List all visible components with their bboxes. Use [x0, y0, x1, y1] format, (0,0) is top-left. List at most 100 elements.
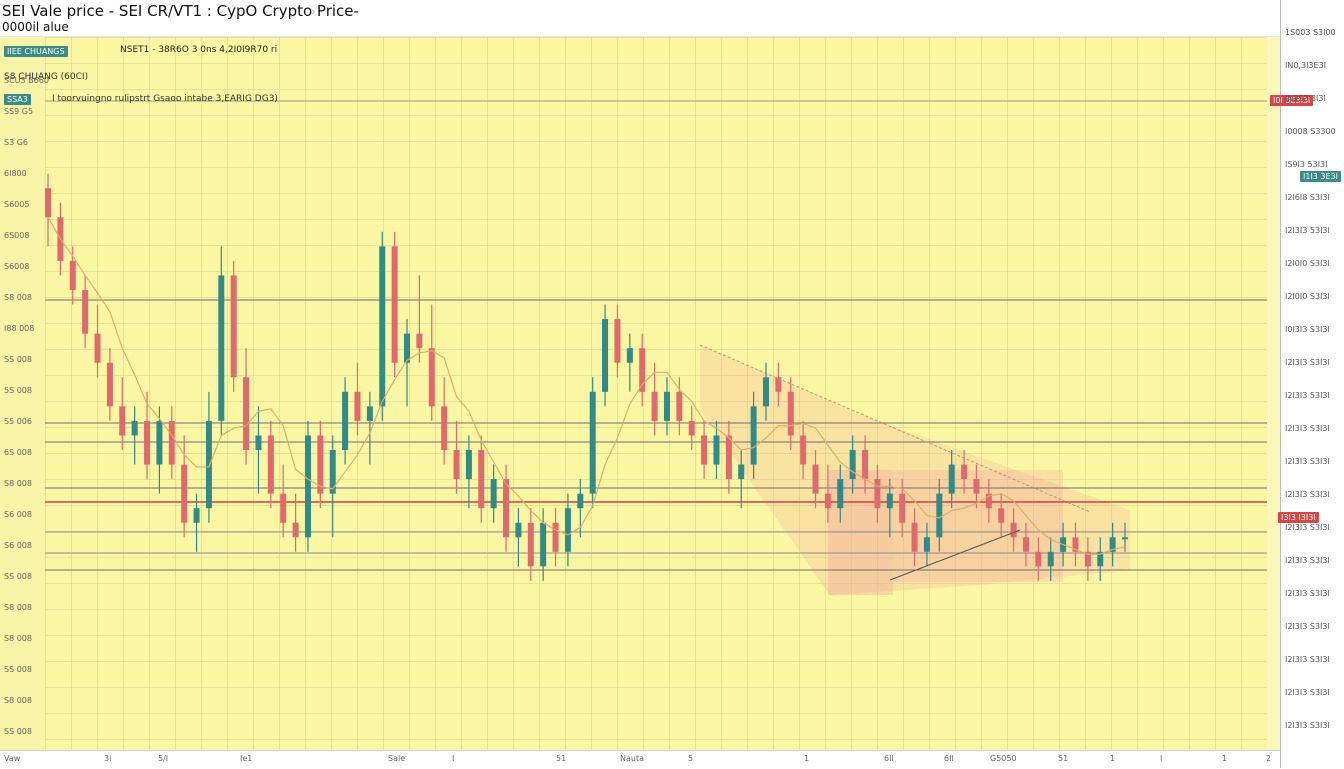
price-tag-upper: I0I 3E3I3I	[1270, 95, 1314, 106]
candle-body	[787, 391, 794, 436]
symbol-badge[interactable]: IIEE CHUANGS	[4, 46, 68, 57]
left-axis-tick: S6008	[4, 262, 30, 271]
candle-body	[94, 333, 101, 363]
price-axis-tick: I0I3I3 S3I3I	[1285, 325, 1330, 334]
candle-body	[168, 420, 175, 465]
left-axis-tick: S6005	[4, 200, 30, 209]
candle-body	[936, 493, 943, 538]
left-axis-tick: I88 008	[4, 324, 35, 333]
time-axis-tick: 6II	[944, 754, 954, 763]
candle-body	[775, 377, 782, 392]
title-bar: SEI Vale price - SEI CR/VT1 : CypO Crypt…	[0, 0, 1280, 37]
price-axis[interactable]	[1280, 0, 1344, 768]
candle-body	[948, 464, 955, 494]
candle-body	[589, 391, 596, 494]
time-axis[interactable]	[0, 750, 1280, 769]
candle-body	[465, 450, 472, 480]
trend-line	[699, 344, 1091, 513]
candle-body	[973, 479, 980, 494]
candle-body	[45, 188, 51, 218]
time-axis-tick: Sale	[388, 754, 406, 763]
candle-body	[1022, 537, 1029, 552]
candle-body	[292, 522, 299, 538]
price-axis-tick: I2I3I3 53I3I	[1285, 391, 1330, 400]
ohlc-readout: NSET1 - 38R6O 3 0ns 4,2I0I9R70 ri	[120, 45, 278, 55]
candle-body	[243, 377, 250, 450]
candle-body	[354, 391, 361, 421]
candle-body	[614, 319, 621, 363]
price-axis-tick: I2I3I3 S3I3I	[1285, 358, 1330, 367]
candle-body	[1122, 537, 1128, 540]
left-axis-tick: S8 008	[4, 634, 32, 643]
candle-body	[725, 435, 732, 480]
candle-body	[713, 435, 720, 465]
price-tag-lower: I3I3 I3I3I	[1278, 512, 1319, 523]
candle-body	[366, 406, 373, 421]
time-axis-tick: Vaw	[4, 754, 21, 763]
time-axis-tick: 51	[556, 754, 567, 763]
candle-body	[540, 522, 547, 567]
candle-body	[119, 406, 126, 436]
left-axis-tick: 6I800	[4, 169, 27, 178]
left-axis-tick: S3 G6	[4, 138, 28, 147]
candle-body	[862, 450, 869, 480]
candle-body	[329, 450, 336, 494]
price-axis-tick: I2I0I0 S3I3I	[1285, 259, 1330, 268]
chart-right-margin	[1267, 37, 1280, 750]
left-axis-tick: S8 008	[4, 696, 32, 705]
left-axis-tick: S6 008	[4, 541, 32, 550]
candle-body	[651, 391, 658, 421]
left-axis-tick: 6S 008	[4, 448, 32, 457]
candle-body	[428, 348, 435, 407]
price-axis-tick: I2I3I3 53I3I	[1285, 226, 1330, 235]
time-axis-tick: 5	[688, 754, 694, 763]
candle-body	[515, 522, 522, 538]
candle-body	[626, 348, 633, 363]
indicator-readout: I toorvuingno rulipstrt Gsaoo intabe 3,E…	[52, 94, 278, 104]
candle-body	[800, 435, 807, 465]
page-subtitle: 0000il alue	[2, 20, 69, 34]
candle-body	[131, 420, 138, 436]
candle-body	[342, 391, 349, 450]
time-axis-tick: 1	[1222, 754, 1228, 763]
time-axis-tick: 3i	[104, 754, 112, 763]
candle-body	[527, 522, 534, 567]
time-axis-tick: Nauta	[620, 754, 644, 763]
price-axis-tick: I2I3I3 S3I3I	[1285, 556, 1330, 565]
candle-body	[1072, 537, 1079, 552]
candle-body	[82, 290, 89, 334]
candle-body	[478, 450, 485, 509]
candle-body	[750, 406, 757, 465]
candle-body	[763, 377, 769, 407]
candle-body	[416, 333, 423, 349]
candle-body	[824, 493, 831, 509]
candle-body	[218, 275, 225, 421]
chevron-right-icon[interactable]: ›	[310, 4, 316, 20]
candle-body	[812, 464, 819, 494]
candle-body	[267, 435, 274, 494]
candle-body	[552, 522, 559, 552]
candle-body	[837, 479, 844, 509]
candle-body	[69, 260, 76, 290]
candle-body	[1097, 551, 1104, 567]
candle-body	[886, 493, 893, 509]
candle-body	[564, 508, 571, 552]
price-axis-tick: I2I3I3 S3I3I	[1285, 721, 1330, 730]
indicator-badge[interactable]: SSA3	[4, 94, 31, 105]
time-axis-tick: Ie1	[240, 754, 253, 763]
candle-body	[106, 362, 113, 407]
time-axis-tick: 6II	[884, 754, 894, 763]
price-axis-tick: I2I6I8 S3I3I	[1285, 193, 1330, 202]
price-axis-tick: I0008 S3300	[1285, 127, 1336, 136]
candle-body	[923, 537, 930, 552]
left-axis-tick: S5 006	[4, 417, 32, 426]
candle-body	[193, 508, 200, 523]
candle-body	[663, 391, 670, 421]
candle-body	[503, 479, 510, 538]
candle-body	[985, 493, 992, 509]
time-axis-tick: I	[1160, 754, 1163, 763]
candle-body	[144, 420, 151, 465]
time-axis-tick: 1	[1110, 754, 1116, 763]
candle-body	[1084, 551, 1091, 567]
left-price-axis	[0, 37, 45, 750]
